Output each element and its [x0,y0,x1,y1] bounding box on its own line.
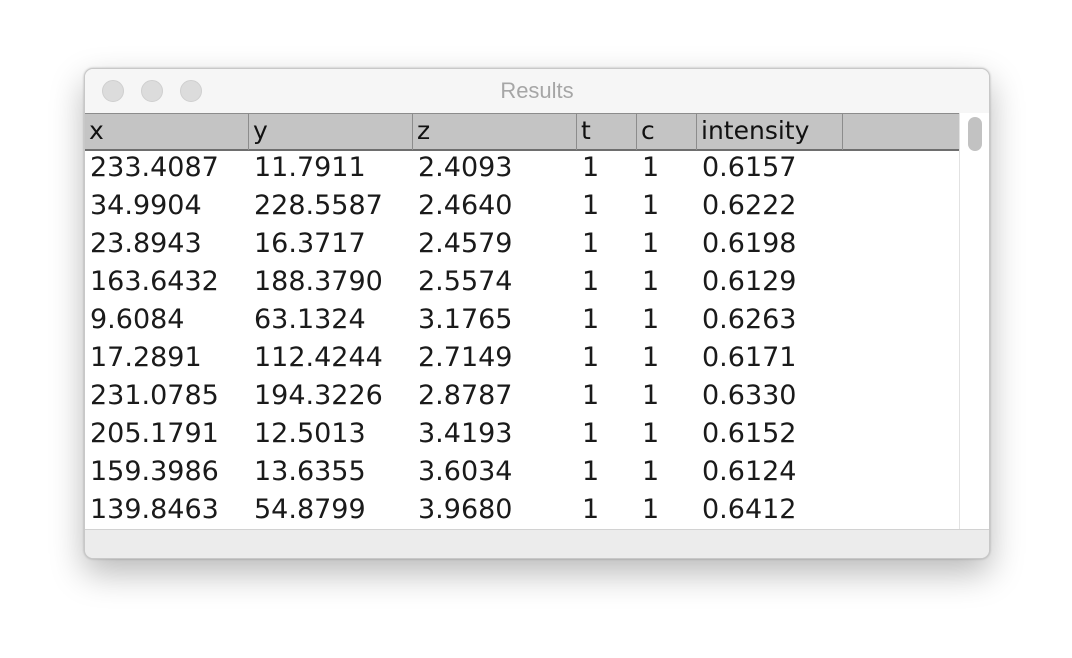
cell-t: 1 [582,228,600,259]
table-row[interactable]: 9.6084 63.1324 3.1765 1 1 0.6263 [85,301,959,339]
cell-x: 163.6432 [90,266,219,297]
cell-c: 1 [642,304,660,335]
table-row[interactable]: 23.8943 16.3717 2.4579 1 1 0.6198 [85,225,959,263]
column-header-x[interactable]: x [85,114,249,150]
cell-intensity: 0.6412 [702,494,797,525]
cell-y: 11.7911 [254,152,366,183]
cell-y: 16.3717 [254,228,366,259]
cell-x: 139.8463 [90,494,219,525]
cell-y: 63.1324 [254,304,366,335]
cell-y: 188.3790 [254,266,383,297]
column-header-t[interactable]: t [577,114,637,150]
cell-c: 1 [642,152,660,183]
cell-c: 1 [642,228,660,259]
scrollbar-thumb[interactable] [968,117,982,151]
table-row[interactable]: 17.2891 112.4244 2.7149 1 1 0.6171 [85,339,959,377]
cell-intensity: 0.6124 [702,456,797,487]
column-header-c[interactable]: c [637,114,697,150]
cell-c: 1 [642,456,660,487]
vertical-scrollbar[interactable] [959,113,989,529]
cell-y: 112.4244 [254,342,383,373]
cell-t: 1 [582,418,600,449]
cell-intensity: 0.6129 [702,266,797,297]
cell-t: 1 [582,456,600,487]
table-row[interactable]: 163.6432 188.3790 2.5574 1 1 0.6129 [85,263,959,301]
minimize-window-button[interactable] [141,80,163,102]
cell-x: 233.4087 [90,152,219,183]
cell-z: 3.6034 [418,456,513,487]
table-row[interactable]: 231.0785 194.3226 2.8787 1 1 0.6330 [85,377,959,415]
column-header-intensity[interactable]: intensity [697,114,843,150]
close-window-button[interactable] [102,80,124,102]
cell-intensity: 0.6152 [702,418,797,449]
cell-t: 1 [582,342,600,373]
table-header: x y z t c intensity [85,113,959,151]
cell-z: 2.7149 [418,342,513,373]
cell-z: 2.4640 [418,190,513,221]
cell-x: 205.1791 [90,418,219,449]
cell-t: 1 [582,380,600,411]
cell-c: 1 [642,380,660,411]
table-row[interactable]: 139.8463 54.8799 3.9680 1 1 0.6412 [85,491,959,529]
column-header-y[interactable]: y [249,114,413,150]
title-bar[interactable]: Results [85,69,989,113]
cell-t: 1 [582,190,600,221]
results-table[interactable]: x y z t c intensity 233.4087 11.7911 2.409… [85,113,959,529]
cell-c: 1 [642,342,660,373]
table-row[interactable]: 34.9904 228.5587 2.4640 1 1 0.6222 [85,187,959,225]
cell-z: 2.5574 [418,266,513,297]
cell-y: 54.8799 [254,494,366,525]
cell-z: 3.9680 [418,494,513,525]
cell-y: 13.6355 [254,456,366,487]
cell-intensity: 0.6171 [702,342,797,373]
cell-c: 1 [642,190,660,221]
cell-x: 231.0785 [90,380,219,411]
cell-intensity: 0.6198 [702,228,797,259]
cell-t: 1 [582,494,600,525]
cell-z: 2.8787 [418,380,513,411]
column-header-empty [843,114,959,150]
cell-y: 194.3226 [254,380,383,411]
cell-z: 2.4093 [418,152,513,183]
cell-z: 3.1765 [418,304,513,335]
status-bar [85,529,989,558]
zoom-window-button[interactable] [180,80,202,102]
cell-y: 12.5013 [254,418,366,449]
cell-c: 1 [642,266,660,297]
cell-x: 17.2891 [90,342,202,373]
cell-x: 23.8943 [90,228,202,259]
cell-intensity: 0.6263 [702,304,797,335]
cell-t: 1 [582,152,600,183]
cell-z: 2.4579 [418,228,513,259]
cell-intensity: 0.6222 [702,190,797,221]
cell-intensity: 0.6157 [702,152,797,183]
cell-x: 9.6084 [90,304,185,335]
cell-t: 1 [582,304,600,335]
results-window: Results x y z t c intensity 233.4087 11.7… [84,68,990,559]
cell-y: 228.5587 [254,190,383,221]
window-title: Results [500,78,574,103]
cell-x: 34.9904 [90,190,202,221]
cell-t: 1 [582,266,600,297]
table-row[interactable]: 159.3986 13.6355 3.6034 1 1 0.6124 [85,453,959,491]
table-row[interactable]: 205.1791 12.5013 3.4193 1 1 0.6152 [85,415,959,453]
cell-intensity: 0.6330 [702,380,797,411]
cell-x: 159.3986 [90,456,219,487]
cell-z: 3.4193 [418,418,513,449]
column-header-z[interactable]: z [413,114,577,150]
table-row[interactable]: 233.4087 11.7911 2.4093 1 1 0.6157 [85,149,959,187]
cell-c: 1 [642,418,660,449]
cell-c: 1 [642,494,660,525]
